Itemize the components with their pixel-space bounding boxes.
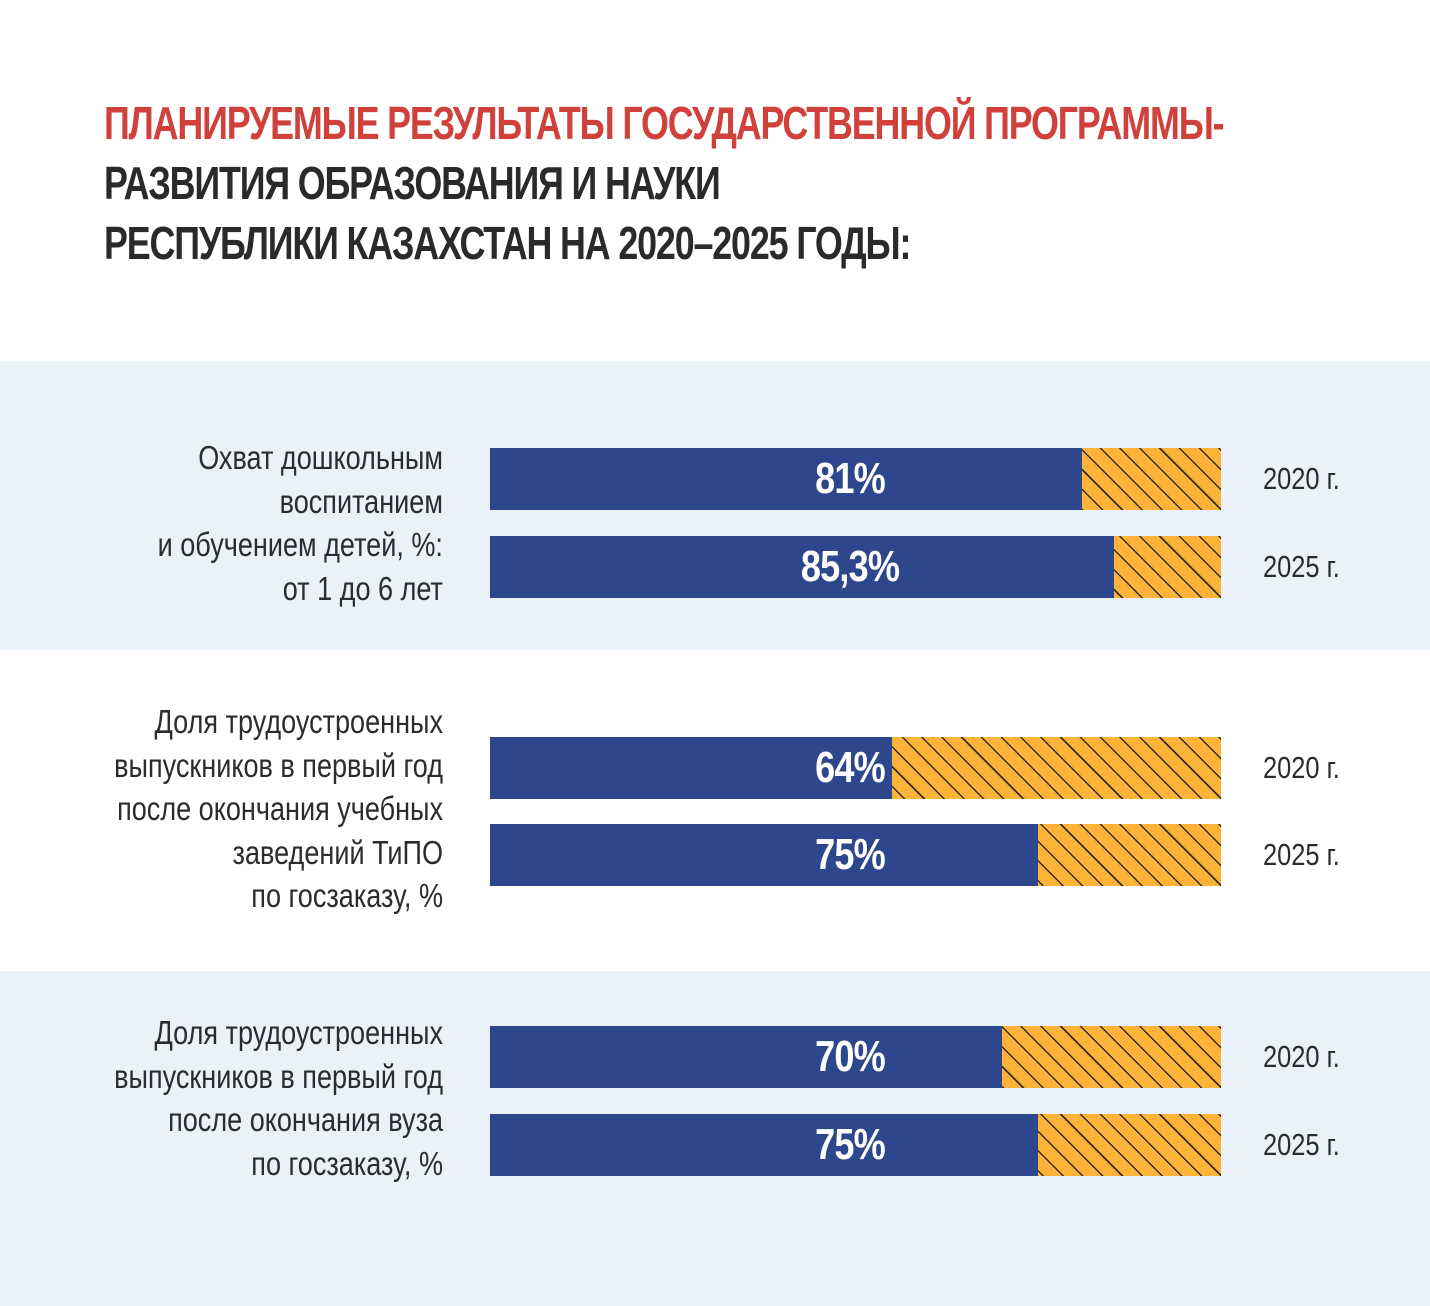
bar-tipo-2025: 75% [490,824,1221,886]
bar-value-label: 75% [815,1120,886,1169]
year-label: 2020 г. [1263,461,1340,496]
bar-fill [490,824,1039,886]
bar-preschool-2020: 81% [490,448,1221,510]
label-line: и обучением детей, %: [157,526,443,563]
year-label: 2025 г. [1263,837,1340,872]
title-line-2: РАЗВИТИЯ ОБРАЗОВАНИЯ И НАУКИ [104,157,721,209]
label-line: по госзаказу, % [251,877,443,914]
bar-fill [490,536,1114,598]
label-line: выпускников в первый год [114,1057,443,1095]
bar-value-label: 75% [815,830,886,879]
bar-fill [490,448,1083,510]
category-label-tipo: Доля трудоустроенных выпускников в первы… [114,700,443,918]
label-line: по госзаказу, % [251,1144,443,1182]
label-line: после окончания вуза [168,1101,443,1138]
bar-university-2020: 70% [490,1026,1221,1088]
bar-value-label: 64% [815,743,886,792]
bar-fill [490,737,893,799]
category-label-preschool: Охват дошкольным воспитанием и обучением… [158,436,443,610]
bar-value-label: 85,3% [800,542,900,591]
year-label: 2020 г. [1263,750,1340,785]
section-band-tipo [0,650,1430,971]
label-line: воспитанием [279,482,443,520]
label-line: выпускников в первый год [114,746,443,784]
bar-fill [490,1114,1039,1176]
year-label: 2025 г. [1263,1127,1340,1162]
label-line: Доля трудоустроенных [154,703,443,740]
label-line: Охват дошкольным [198,439,443,476]
label-line: Доля трудоустроенных [154,1014,443,1051]
bar-university-2025: 75% [490,1114,1221,1176]
label-line: заведений ТиПО [232,833,443,871]
year-label: 2025 г. [1263,549,1340,584]
label-line: после окончания учебных [117,790,443,827]
bar-preschool-2025: 85,3% [490,536,1221,598]
bar-fill [490,1026,1002,1088]
year-label: 2020 г. [1263,1039,1340,1074]
category-label-university: Доля трудоустроенных выпускников в первы… [114,1011,443,1185]
bar-value-label: 81% [815,454,886,503]
label-line: от 1 до 6 лет [282,569,443,607]
title-line-1: ПЛАНИРУЕМЫЕ РЕЗУЛЬТАТЫ ГОСУДАРСТВЕННОЙ П… [104,97,1225,149]
bar-value-label: 70% [815,1032,886,1081]
title-line-3: РЕСПУБЛИКИ КАЗАХСТАН НА 2020–2025 ГОДЫ: [104,217,911,269]
bar-tipo-2020: 64% [490,737,1221,799]
